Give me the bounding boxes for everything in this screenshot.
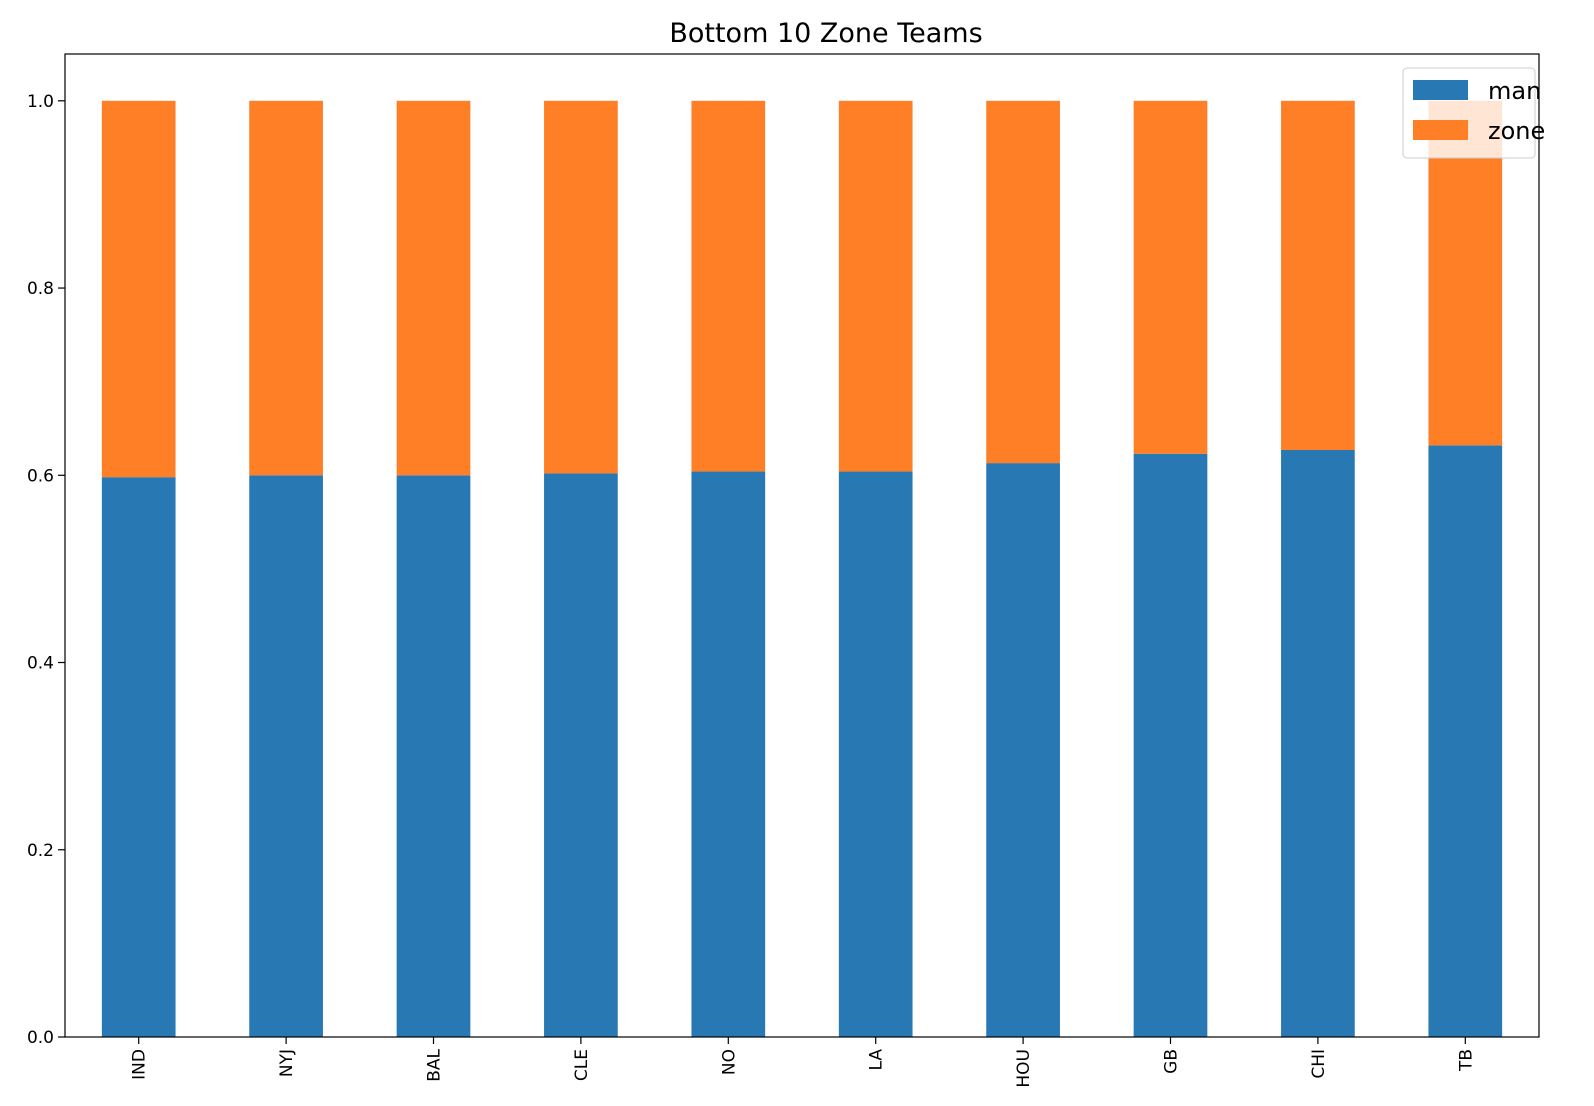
bar-zone-gb xyxy=(1133,100,1208,454)
x-tick-label-bal: BAL xyxy=(425,1048,445,1081)
chart-title: Bottom 10 Zone Teams xyxy=(669,18,982,49)
legend-label-zone: zone xyxy=(1488,117,1545,145)
bar-zone-la xyxy=(838,100,913,472)
x-tick-label-tb: TB xyxy=(1456,1049,1476,1072)
plot-frame xyxy=(64,53,1540,1038)
x-tick-label-ind: IND xyxy=(130,1049,150,1080)
bar-man-gb xyxy=(1133,453,1208,1037)
bar-zone-hou xyxy=(986,100,1060,464)
bars-layer xyxy=(101,100,1503,1038)
y-tick-label: 1.0 xyxy=(27,92,54,112)
bar-zone-no xyxy=(691,100,766,472)
legend: man zone xyxy=(1402,67,1545,159)
bar-man-no xyxy=(691,471,766,1037)
bar-man-la xyxy=(838,471,913,1037)
bar-zone-ind xyxy=(101,100,176,478)
legend-swatch-zone xyxy=(1413,120,1468,140)
bar-zone-cle xyxy=(544,100,618,474)
y-tick-label: 0.6 xyxy=(27,466,54,486)
y-tick-label: 0.8 xyxy=(27,279,54,299)
x-tick-label-hou: HOU xyxy=(1014,1049,1034,1088)
y-tick-label: 0.2 xyxy=(27,841,54,861)
legend-label-man: man xyxy=(1488,77,1541,105)
x-tick-label-chi: CHI xyxy=(1309,1049,1329,1079)
x-tick-label-cle: CLE xyxy=(572,1049,592,1081)
x-tick-label-la: LA xyxy=(867,1049,887,1071)
bar-man-cle xyxy=(544,473,618,1037)
y-tick-label: 0.4 xyxy=(27,654,54,674)
bar-man-hou xyxy=(986,463,1060,1037)
x-tick-label-nyj: NYJ xyxy=(277,1049,297,1077)
bar-man-nyj xyxy=(249,475,323,1037)
bar-zone-chi xyxy=(1281,100,1355,451)
x-tick-label-no: NO xyxy=(719,1049,739,1075)
axes-layer: 0.0 0.2 0.4 0.6 0.8 1.0 IND NYJ BAL CLE NO LA HOU GB C… xyxy=(27,53,1540,1088)
bar-man-ind xyxy=(101,477,176,1037)
bar-zone-bal xyxy=(396,100,471,476)
bar-man-tb xyxy=(1428,445,1503,1038)
bar-zone-nyj xyxy=(249,100,323,476)
bar-man-chi xyxy=(1281,450,1355,1037)
bar-man-bal xyxy=(396,475,471,1037)
y-tick-label: 0.0 xyxy=(27,1028,54,1048)
x-tick-label-gb: GB xyxy=(1162,1049,1182,1074)
legend-swatch-man xyxy=(1413,80,1468,100)
